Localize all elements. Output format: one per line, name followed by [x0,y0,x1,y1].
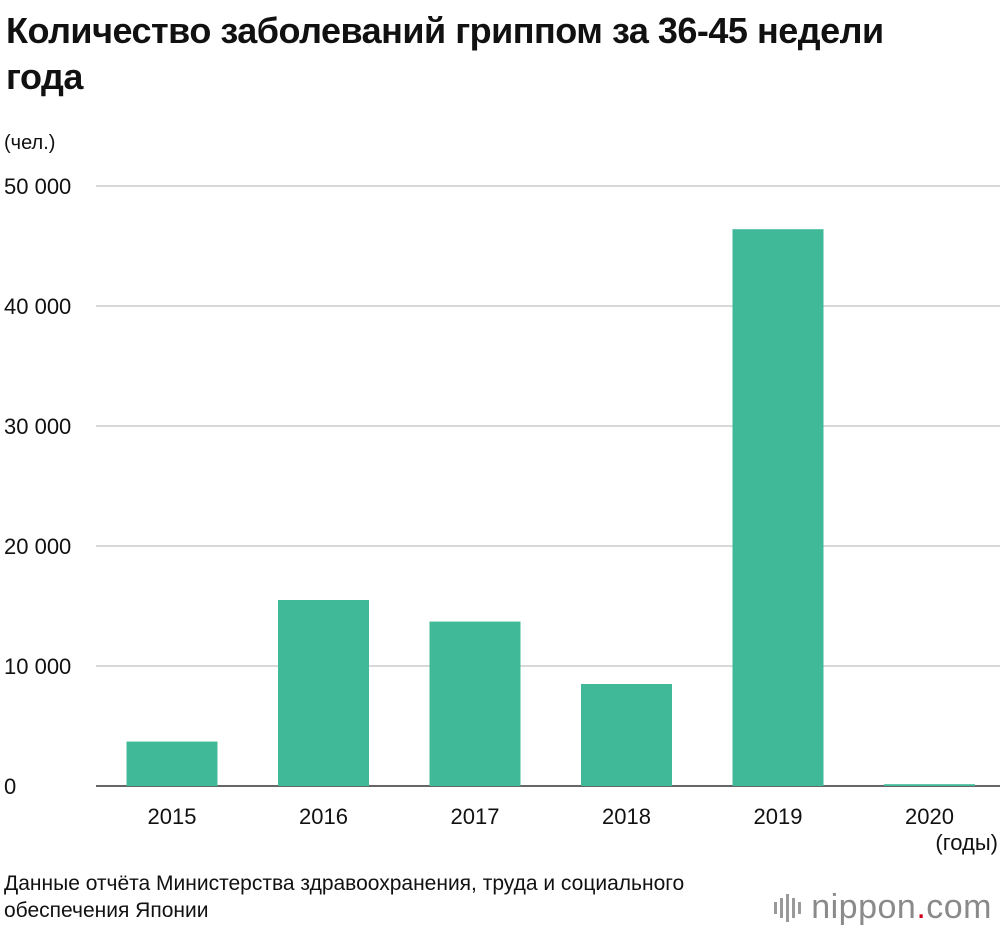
nippon-logo-icon [774,893,802,922]
bar-2019 [732,229,824,786]
x-tick-label-2015: 2015 [148,804,197,829]
x-tick-label-2019: 2019 [754,804,803,829]
logo-name: nippon [811,888,917,926]
x-axis-unit: (годы) [935,830,998,855]
bar-2020 [884,784,975,786]
chart-title: Количество заболеваний гриппом за 36-45 … [6,10,884,97]
nippon-logo: nippon. com [774,888,992,927]
x-tick-label-2016: 2016 [299,804,348,829]
y-tick-label: 50 000 [4,174,71,199]
source-note: Данные отчёта Министерства здравоохранен… [4,872,685,922]
bar-chart: 0 10 000 20 000 30 000 40 000 50 000 2015 2016… [4,174,1000,829]
y-axis-unit: (чел.) [4,132,56,154]
y-tick-label: 40 000 [4,294,71,319]
y-tick-label: 0 [4,774,16,799]
bar-2018 [581,684,672,786]
logo-dot: . [916,888,927,926]
x-tick-label-2018: 2018 [602,804,651,829]
x-tick-label-2020: 2020 [905,804,954,829]
bar-2017 [429,621,521,786]
y-tick-label: 10 000 [4,654,71,679]
y-tick-label: 30 000 [4,414,71,439]
logo-suffix: com [926,888,992,926]
bar-2016 [278,600,369,786]
y-tick-labels: 0 10 000 20 000 30 000 40 000 50 000 [4,174,71,799]
x-tick-label-2017: 2017 [451,804,500,829]
y-tick-label: 20 000 [4,534,71,559]
bars [126,229,975,786]
gridlines [96,185,1000,787]
bar-2015 [126,741,218,786]
x-tick-labels: 2015 2016 2017 2018 2019 2020 [148,804,954,829]
